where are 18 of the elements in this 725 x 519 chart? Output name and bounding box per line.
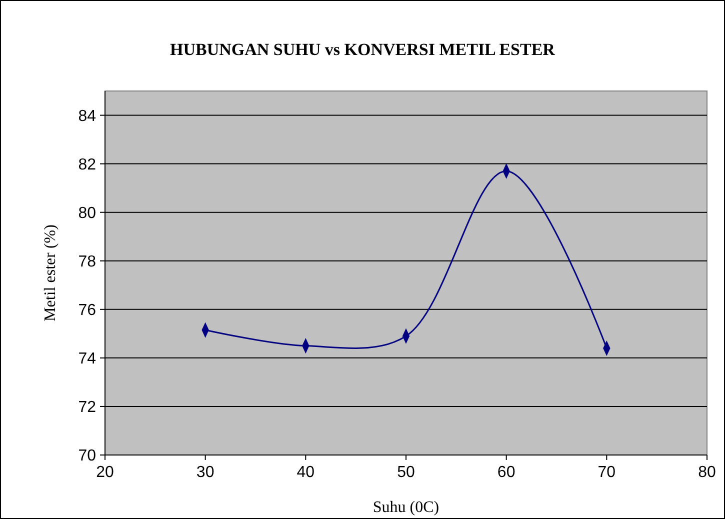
y-tick-label: 76 <box>78 302 96 319</box>
x-tick-label: 70 <box>598 464 616 481</box>
y-tick-label: 78 <box>78 253 96 270</box>
y-tick-label: 74 <box>78 350 96 368</box>
y-tick-label: 70 <box>78 448 96 465</box>
x-tick-label: 20 <box>96 464 114 481</box>
y-tick-label: 84 <box>78 108 96 125</box>
x-tick-label: 50 <box>397 464 415 481</box>
x-axis-title: Suhu (0C) <box>372 499 440 516</box>
y-tick-label: 82 <box>78 156 96 174</box>
x-tick-label: 60 <box>497 464 516 481</box>
x-tick-label: 30 <box>196 464 214 481</box>
x-tick-label: 40 <box>296 464 315 481</box>
y-tick-label: 72 <box>78 399 96 416</box>
chart-title: HUBUNGAN SUHU vs KONVERSI METIL ESTER <box>170 40 556 59</box>
y-axis-title: Metil ester (%) <box>42 224 59 322</box>
x-tick-label: 80 <box>698 464 716 481</box>
y-tick-label: 80 <box>78 204 96 222</box>
